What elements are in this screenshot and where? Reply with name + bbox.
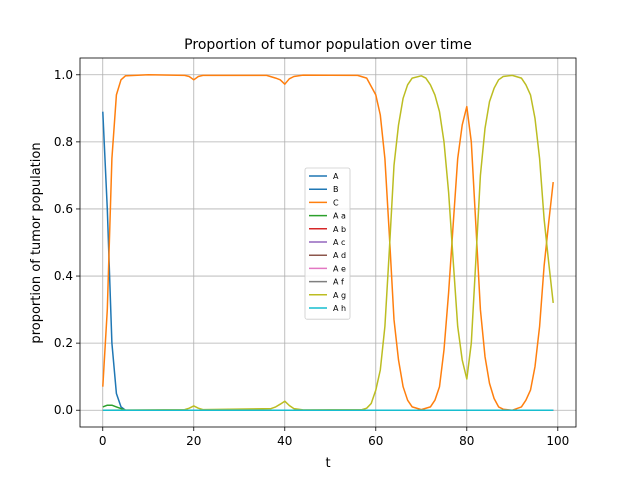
legend-label: A c [333, 238, 345, 247]
y-axis-label: proportion of tumor population [29, 142, 44, 343]
ticks: 0 20 40 60 80 100 0.0 0.2 0.4 0.6 0.8 1.0 [54, 68, 569, 448]
y-tick-label: 0.4 [54, 269, 73, 283]
x-tick-label: 80 [459, 434, 474, 448]
legend-label: A d [333, 251, 346, 260]
legend-label: B [333, 185, 339, 194]
series-lines [102, 74, 554, 411]
legend-label: A e [333, 264, 346, 273]
x-tick-label: 20 [186, 434, 201, 448]
chart-title: Proportion of tumor population over time [184, 37, 472, 53]
axes-frame [79, 57, 577, 428]
legend-label: A a [333, 212, 346, 221]
x-tick-label: 100 [546, 434, 569, 448]
x-tick-label: 0 [99, 434, 107, 448]
legend-label: A [333, 172, 339, 181]
legend-label: A h [333, 304, 346, 313]
x-axis-label: t [325, 456, 330, 471]
x-tick-label: 60 [368, 434, 383, 448]
y-tick-label: 0.2 [54, 336, 73, 350]
legend-label: A g [333, 291, 346, 300]
legend-label: A f [333, 278, 344, 287]
y-tick-label: 0.0 [54, 403, 73, 417]
series-line-ag [102, 74, 554, 411]
legend: ABC A a A b A c A d A e A f A g A h [304, 167, 351, 320]
legend-label: C [333, 198, 339, 207]
y-tick-label: 0.8 [54, 135, 73, 149]
y-tick-label: 0.6 [54, 202, 73, 216]
y-tick-label: 1.0 [54, 68, 73, 82]
legend-label: A b [333, 225, 346, 234]
x-tick-label: 40 [277, 434, 292, 448]
series-line-c [102, 74, 554, 411]
